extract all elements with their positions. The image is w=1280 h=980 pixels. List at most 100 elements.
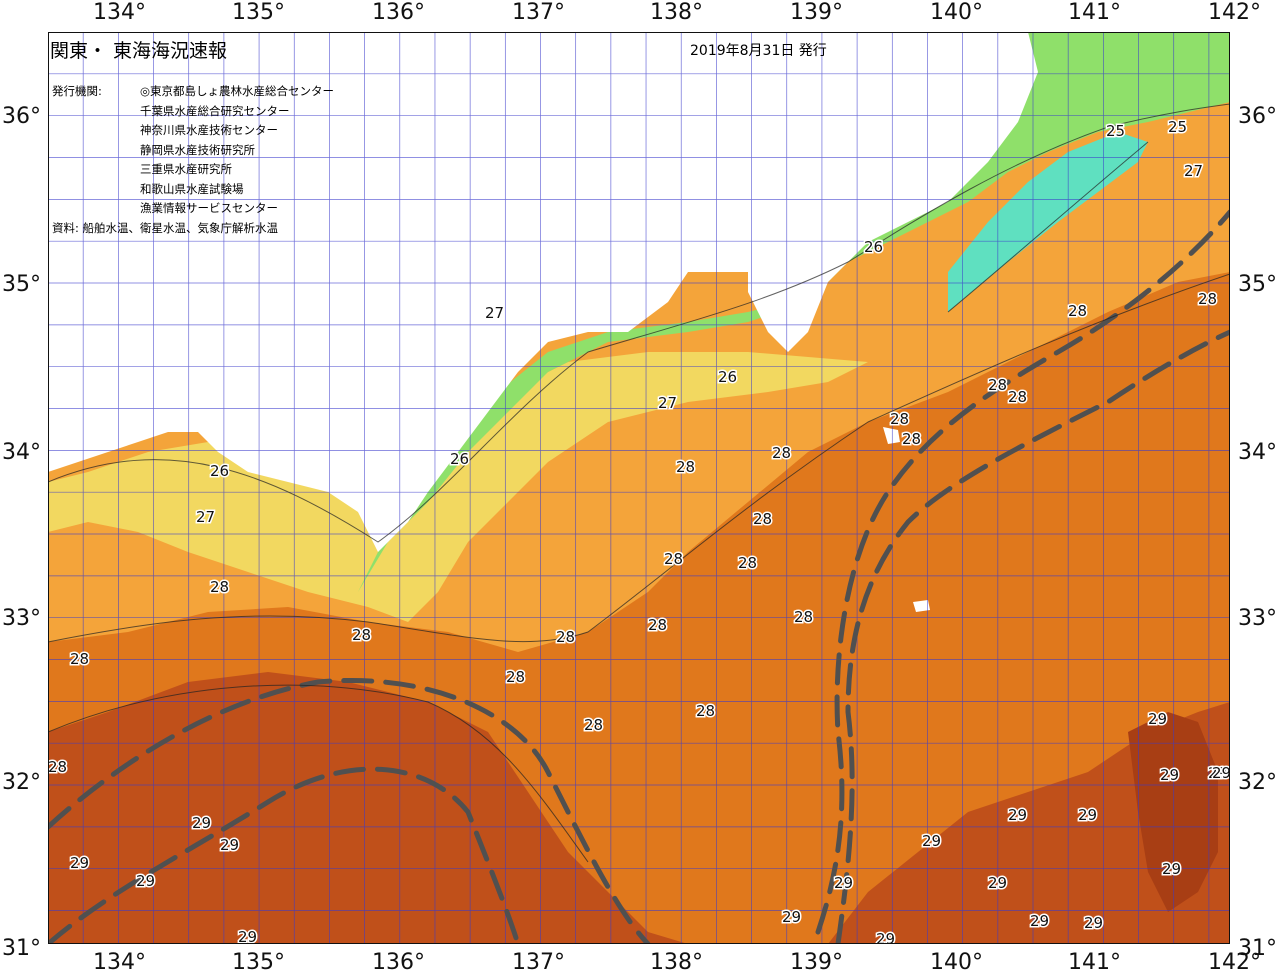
sst-map: 25 25 27 26 28 28 27 26 27 26 26 27 28 2… (48, 32, 1230, 944)
contour-label: 28 (890, 410, 909, 428)
lon-tick-label: 138° (650, 0, 703, 25)
contour-label: 28 (70, 650, 89, 668)
contour-label: 26 (210, 462, 229, 480)
issuer-item: 和歌山県水産試験場 (140, 181, 244, 196)
contour-label: 29 (192, 814, 211, 832)
data-sources: 資料: 船舶水温、衛星水温、気象庁解析水温 (52, 221, 279, 235)
contour-label: 28 (556, 628, 575, 646)
contour-label: 29 (220, 836, 239, 854)
lon-tick-label: 141° (1068, 950, 1121, 975)
issuer-item: 静岡県水産技術研究所 (140, 142, 255, 157)
contour-label: 29 (1162, 860, 1181, 878)
contour-label: 27 (658, 394, 677, 412)
contour-label: 29 (876, 930, 895, 944)
issue-date: 2019年8月31日 発行 (690, 43, 827, 59)
contour-label: 28 (676, 458, 695, 476)
contour-label: 27 (196, 508, 215, 526)
lat-tick-label: 36° (1238, 104, 1277, 129)
contour-label: 28 (664, 550, 683, 568)
kuroshio-axis (48, 209, 1230, 944)
lon-tick-label: 141° (1068, 0, 1121, 25)
isotherm-lines (48, 103, 1230, 863)
contour-label: 28 (1198, 290, 1217, 308)
contour-label: 28 (48, 758, 67, 776)
lon-tick-label: 139° (790, 0, 843, 25)
sst-zone-29 (48, 672, 688, 944)
contour-label: 28 (352, 626, 371, 644)
contour-label: 28 (506, 668, 525, 686)
lon-tick-label: 137° (512, 0, 565, 25)
contour-label: 25 (1168, 118, 1187, 136)
contour-label: 28 (1008, 388, 1027, 406)
contour-label: 28 (648, 616, 667, 634)
contour-label: 28 (753, 510, 772, 528)
lon-tick-label: 134° (93, 0, 146, 25)
contour-label: 28 (210, 578, 229, 596)
lat-lon-grid (48, 32, 1230, 944)
issuer-label: 発行機関: (52, 84, 102, 98)
lat-tick-label: 35° (1238, 272, 1277, 297)
lon-tick-label: 139° (790, 950, 843, 975)
contour-label: 25 (1106, 122, 1125, 140)
issuer-item: 漁業情報サービスセンター (140, 201, 278, 215)
contour-label: 26 (864, 238, 883, 256)
bulletin-title: 関東・ 東海海況速報 (50, 40, 228, 62)
contour-label: 28 (1068, 302, 1087, 320)
lat-tick-label: 35° (2, 272, 41, 297)
lon-tick-label: 137° (512, 950, 565, 975)
contour-label: 28 (696, 702, 715, 720)
contour-label: 29 (136, 872, 155, 890)
contour-label: 29 (1008, 806, 1027, 824)
contour-label: 26 (718, 368, 737, 386)
lon-tick-label: 136° (372, 0, 425, 25)
issuer-item: 三重県水産研究所 (140, 162, 232, 176)
lon-tick-label: 138° (650, 950, 703, 975)
contour-label: 29 (1084, 914, 1103, 932)
lon-tick-label: 135° (232, 950, 285, 975)
sst-zone-29-core (1128, 712, 1218, 912)
contour-label: 29 (70, 854, 89, 872)
lon-tick-label: 142° (1208, 950, 1261, 975)
lat-tick-label: 33° (2, 606, 41, 631)
issuer-item: ◎東京都島しょ農林水産総合センター (140, 84, 335, 98)
lat-tick-label: 36° (2, 104, 41, 129)
contour-label: 29 (1148, 710, 1167, 728)
contour-label: 28 (902, 430, 921, 448)
lat-tick-label: 32° (1238, 770, 1277, 795)
lat-tick-label: 32° (2, 770, 41, 795)
lon-tick-label: 136° (372, 950, 425, 975)
issuer-list: 発行機関: ◎東京都島しょ農林水産総合センター 千葉県水産総合研究センター 神奈川… (52, 82, 334, 219)
lon-tick-label: 135° (232, 0, 285, 25)
issuer-item: 千葉県水産総合研究センター (140, 103, 290, 118)
lat-tick-label: 33° (1238, 606, 1277, 631)
contour-label: 29 (922, 832, 941, 850)
land-island (883, 427, 900, 444)
lon-tick-label: 142° (1208, 0, 1261, 25)
contour-label: 28 (738, 554, 757, 572)
contour-labels: 25 25 27 26 28 28 27 26 27 26 26 27 28 2… (48, 117, 1230, 945)
contour-label: 29 (1212, 764, 1230, 782)
contour-label: 29 (1078, 806, 1097, 824)
contour-label: 29 (1030, 912, 1049, 930)
land-island (913, 600, 930, 612)
contour-label: 28 (584, 716, 603, 734)
contour-label: 28 (794, 608, 813, 626)
lat-tick-label: 34° (1238, 440, 1277, 465)
lat-tick-label: 31° (2, 936, 41, 961)
land-izu-kanto (748, 32, 1038, 352)
sst-zone-27 (48, 352, 868, 622)
lon-tick-label: 140° (930, 950, 983, 975)
contour-label: 27 (1184, 162, 1203, 180)
contour-label: 29 (1208, 764, 1227, 782)
contour-label: 29 (1160, 766, 1179, 784)
land-kii-shikoku (48, 32, 748, 552)
issuer-item: 神奈川県水産技術センター (140, 123, 278, 137)
sst-zone-29 (828, 702, 1230, 944)
lon-tick-label: 134° (93, 950, 146, 975)
contour-label: 28 (772, 444, 791, 462)
contour-label: 29 (834, 874, 853, 892)
contour-label: 29 (782, 908, 801, 926)
contour-label: 27 (485, 304, 504, 322)
lon-tick-label: 140° (930, 0, 983, 25)
contour-label: 26 (450, 450, 469, 468)
